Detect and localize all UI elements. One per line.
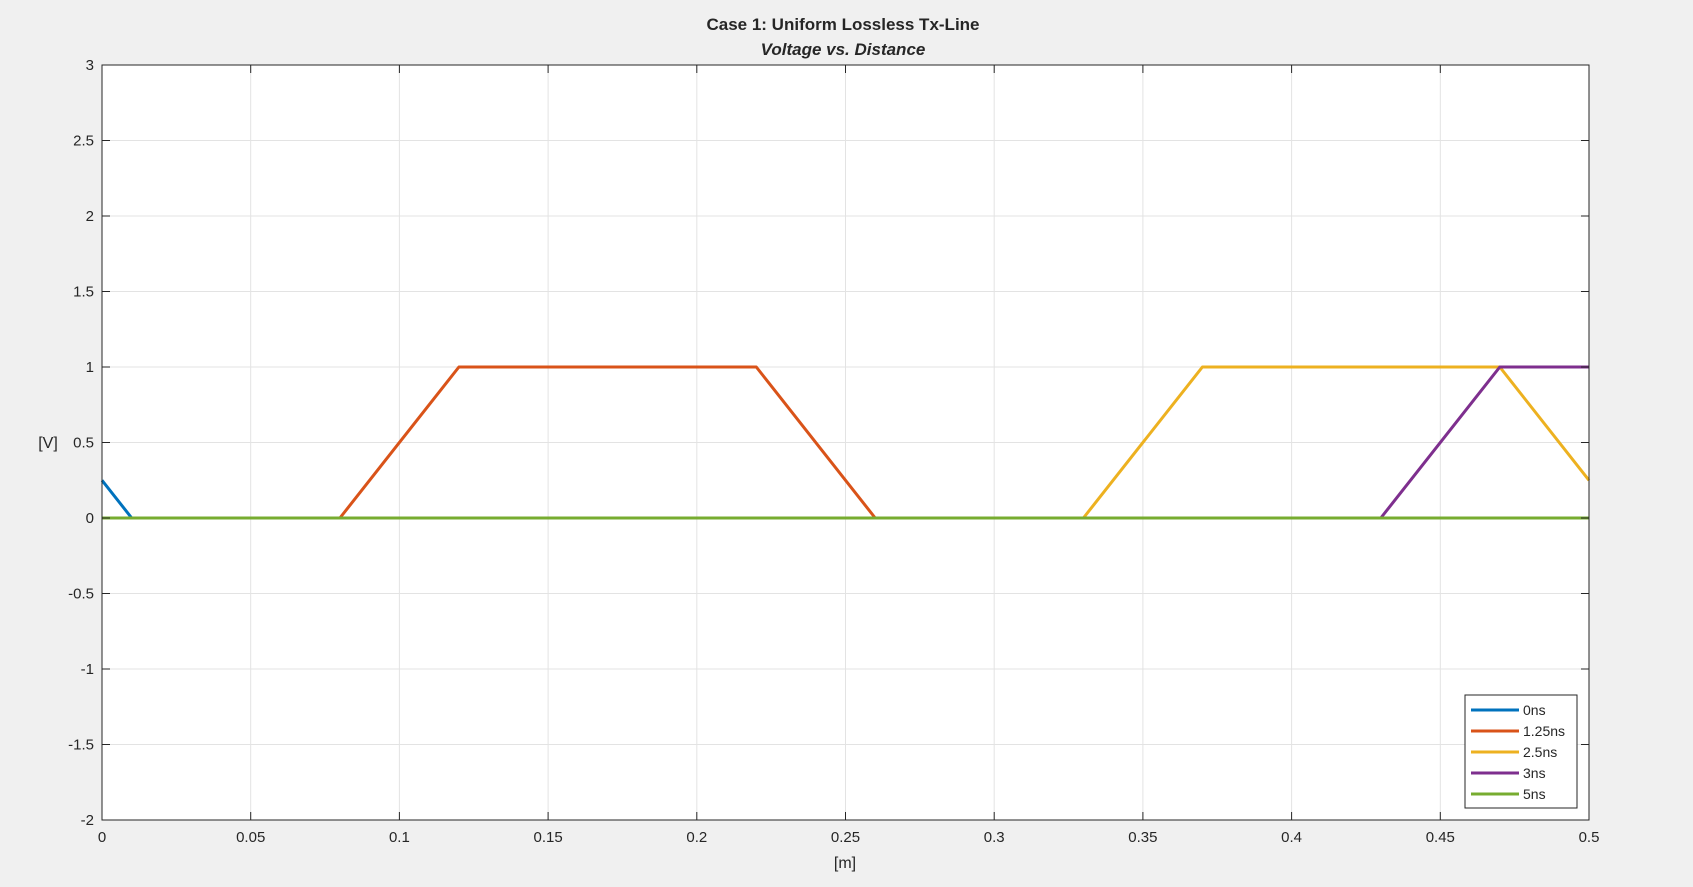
x-tick-label: 0.35 [1128,829,1157,846]
x-tick-label: 0.2 [686,829,707,846]
y-tick-label: 1 [86,359,94,376]
series-layer [100,365,1591,520]
y-tick-label: 0 [86,510,94,527]
y-tick-label: 2 [86,208,94,225]
x-axis-label: [m] [834,855,856,872]
x-tick-label: 0.25 [831,829,860,846]
x-tick-label: 0.5 [1579,829,1600,846]
y-tick-label: -0.5 [68,586,94,603]
legend-label: 2.5ns [1523,744,1557,760]
y-tick-label: 1.5 [73,284,94,301]
chart-title: Case 1: Uniform Lossless Tx-Line [706,15,979,34]
y-tick-label: 3 [86,57,94,74]
x-tick-label: 0.1 [389,829,410,846]
x-tick-label: 0.05 [236,829,265,846]
legend-label: 0ns [1523,702,1546,718]
legend-label: 5ns [1523,786,1546,802]
y-tick-label: 0.5 [73,435,94,452]
y-tick-label: 2.5 [73,133,94,150]
x-tick-label: 0.45 [1426,829,1455,846]
chart-subtitle: Voltage vs. Distance [761,40,926,59]
x-tick-label: 0.3 [984,829,1005,846]
legend[interactable]: 0ns 1.25ns 2.5ns 3ns 5ns [1464,694,1578,809]
y-tick-label: -1.5 [68,737,94,754]
x-tick-label: 0.4 [1281,829,1302,846]
x-tick-label: 0 [98,829,106,846]
legend-label: 1.25ns [1523,723,1565,739]
legend-label: 3ns [1523,765,1546,781]
axis-ticks: 0 0.05 0.1 0.15 0.2 0.25 0.3 0.35 0.4 0.45 0.5 -2 -1… [68,57,1599,846]
y-axis-label: [V] [38,435,58,452]
y-tick-label: -2 [81,812,94,829]
x-tick-label: 0.15 [533,829,562,846]
y-tick-label: -1 [81,661,94,678]
